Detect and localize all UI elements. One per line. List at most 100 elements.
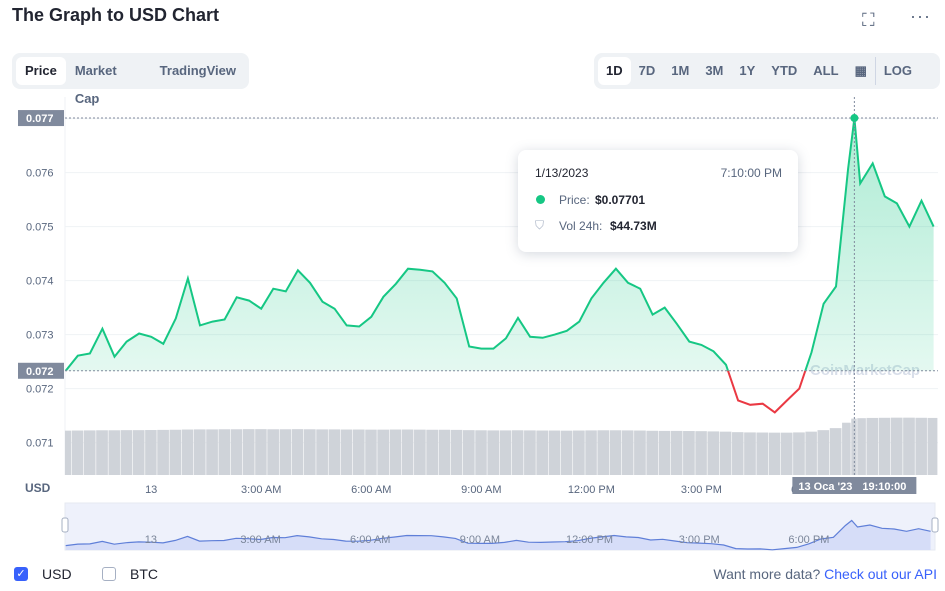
navigator-tick-label: 6:00 AM [350,534,390,546]
navigator-tick-label: 3:00 AM [240,534,280,546]
volume-bar [585,430,597,475]
log-button[interactable]: LOG [883,63,913,78]
volume-bar [401,429,414,475]
open-label-box [18,362,64,379]
x-tick-label: 9:00 AM [461,484,501,496]
navigator-tick-label: 6:00 PM [788,534,829,546]
range[interactable]: 3M [705,63,724,78]
x-tick-label: 13 [145,484,157,496]
volume-bar [499,430,512,475]
volume-bar [634,430,646,475]
volume-bar [83,430,96,475]
tab[interactable]: Market Cap [74,63,117,106]
volume-bar [927,417,938,475]
footer: Want more data? Check out our API [713,566,937,582]
volume-bar [857,418,866,475]
checkbox-checked[interactable]: ✓ [14,567,28,581]
x-tick-label: 6:00 AM [351,484,391,496]
volume-bar [340,429,353,475]
volume-bar [866,417,879,475]
volume-bar [352,429,365,475]
volume-bar [915,417,927,475]
volume-bar [903,417,915,475]
volume-bar [475,430,487,475]
volume-bar [181,429,194,475]
volume-bar [805,431,817,475]
volume-bar [536,430,549,475]
checkbox[interactable] [102,567,116,581]
volume-bar [169,429,182,475]
volume-bar [573,430,585,475]
navigator-tick-label: 3:00 PM [679,534,720,546]
range[interactable]: 7D [638,63,656,78]
range[interactable]: ALL [813,63,839,78]
volume-bar [658,430,671,475]
api-link[interactable]: Check out our API [824,566,937,582]
volume-bar [65,430,72,475]
y-tick-label: 0.074 [26,276,54,288]
volume-bar [316,429,328,475]
volume-bar [426,429,438,475]
volume-bar [462,430,475,475]
range[interactable]: 1Y [739,63,756,78]
volume-bar [145,430,157,475]
navigator-area [65,520,931,550]
volume-bar [377,429,390,475]
navigator-tick-label: 13 [145,534,157,546]
title: The Graph to USD Chart [12,5,220,25]
volume-bar [817,430,830,475]
tab[interactable]: TradingView [159,63,236,78]
crosshair-y-box [18,110,64,127]
tooltip-volume: $44.73M [610,219,657,233]
volume-bar [279,429,292,475]
volume-bar [548,430,561,475]
price-dot [536,195,545,204]
price-line-down [65,370,807,414]
crosshair-x-box [792,477,917,494]
volume-bar [829,428,842,475]
volume-bar [609,430,622,475]
volume-bar [890,417,903,475]
tooltip-date: 1/13/2023 [535,166,589,180]
volume-bar [242,429,255,475]
volume-bar [438,429,451,475]
volume-bar [744,432,756,475]
y-tick-label: 0.075 [26,222,54,234]
crosshair-dot [850,114,859,123]
navigator-tick-label: 12:00 PM [566,534,613,546]
volume-bar [707,431,720,475]
range[interactable]: YTD [771,63,798,78]
volume-bar [842,422,851,475]
more-icon[interactable]: ··· [910,6,931,26]
volume-bar [267,429,279,475]
volume-bar [560,430,573,475]
volume-bar [732,432,744,475]
currency: BTC [130,566,158,582]
crosshair-x-time: 19:10:00 [862,481,906,493]
x-tick-label: 12:00 PM [568,484,615,496]
range[interactable]: 1D [598,57,631,85]
tooltip-price-label: Price: [559,193,590,207]
x-tick-label: 3:00 AM [241,484,281,496]
y-tick-label: 0.071 [26,438,54,450]
navigator-handle [61,517,69,533]
volume-bar [683,431,695,475]
calendar-icon[interactable]: ▦ [847,57,876,85]
fullscreen-icon[interactable]: ⛶ [862,10,875,30]
y-tick-label: 0.076 [26,168,54,180]
range-group: 1D 7D 1M 3M 1Y YTD ALL ▦ LOG [594,53,940,89]
volume-bar [365,429,377,475]
volume-bar [96,430,108,475]
volume-bar [157,429,169,475]
volume-bar [450,429,463,475]
currency: USD [42,566,72,582]
volume-bar [389,429,402,475]
volume-bar [524,430,536,475]
range[interactable]: 1M [671,63,690,78]
x-tick-label: 3:00 PM [681,484,722,496]
volume-bar [878,417,891,475]
volume-bar [328,429,341,475]
volume-bar [670,430,683,475]
tab[interactable]: Price [16,57,66,85]
volume-bar [719,431,732,475]
